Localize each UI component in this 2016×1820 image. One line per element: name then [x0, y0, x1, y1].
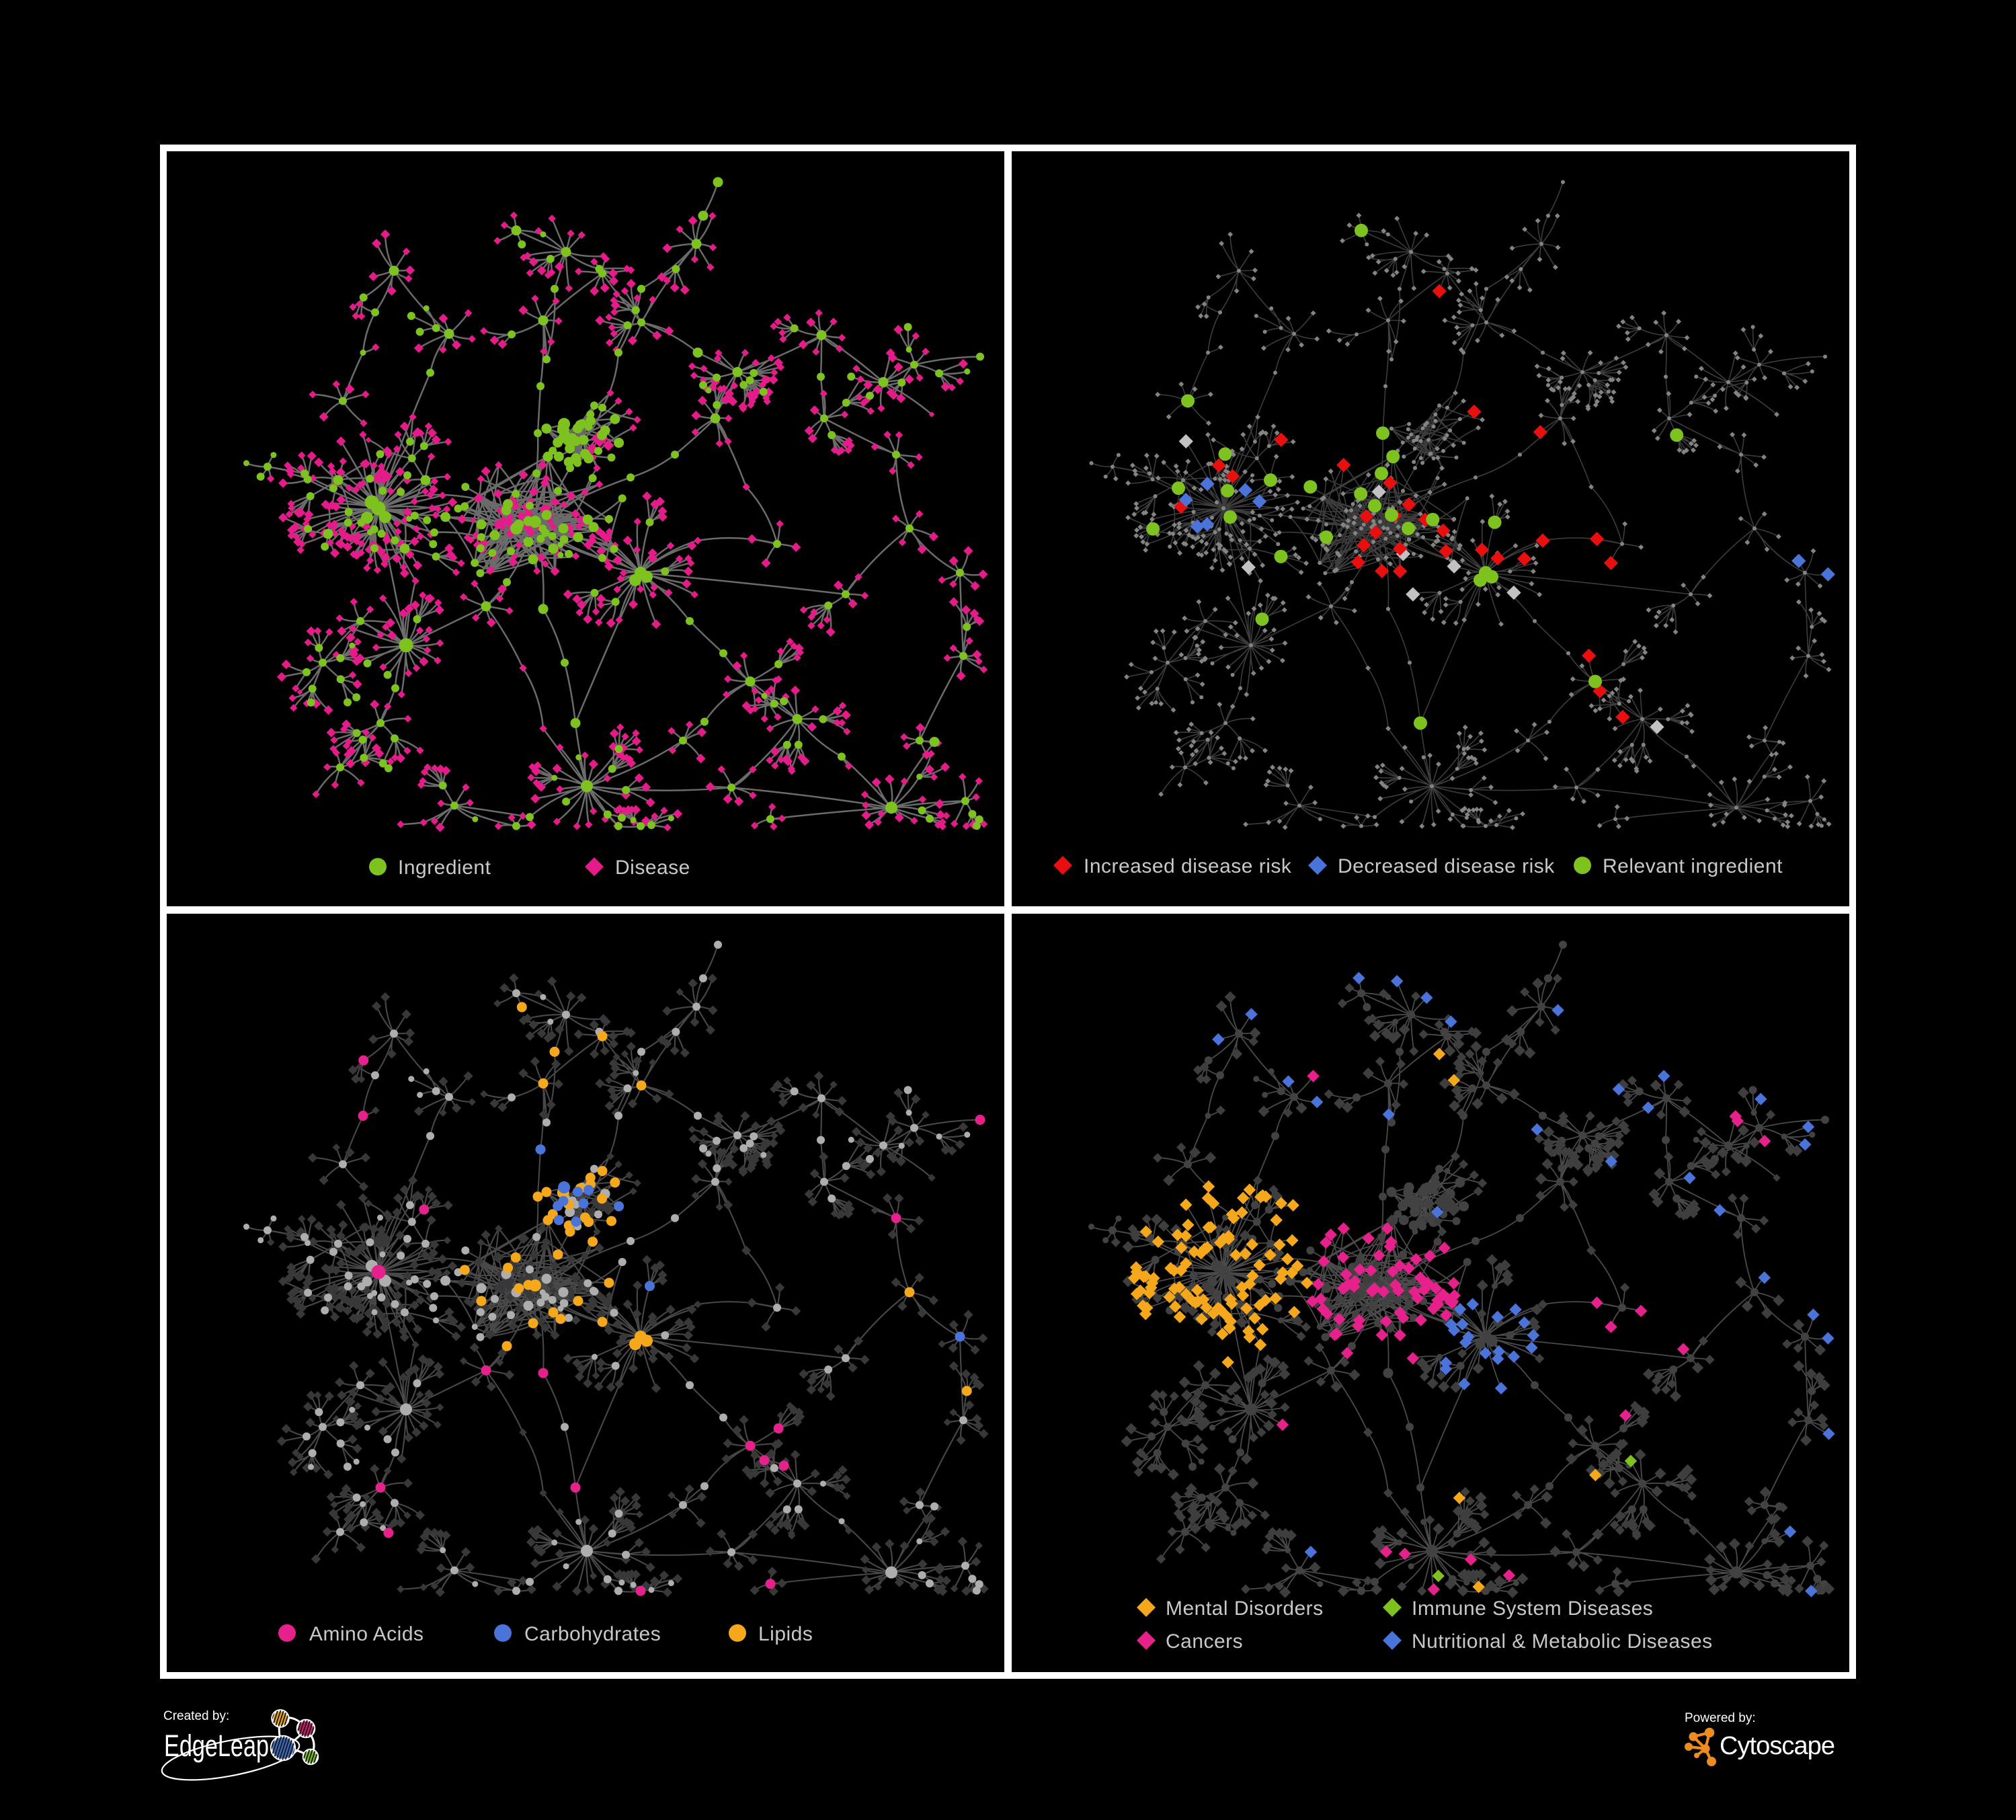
svg-text:Cancers: Cancers	[1166, 1630, 1243, 1653]
svg-text:Relevant ingredient: Relevant ingredient	[1603, 855, 1783, 877]
svg-text:Decreased disease risk: Decreased disease risk	[1338, 855, 1555, 877]
svg-text:Lipids: Lipids	[758, 1623, 813, 1645]
svg-text:Increased disease risk: Increased disease risk	[1084, 855, 1292, 877]
svg-text:Created by:: Created by:	[163, 1709, 229, 1723]
svg-text:Immune System Diseases: Immune System Diseases	[1412, 1597, 1653, 1620]
svg-text:Disease: Disease	[615, 857, 690, 879]
svg-text:Cytoscape: Cytoscape	[1720, 1732, 1835, 1760]
svg-text:Carbohydrates: Carbohydrates	[524, 1623, 661, 1645]
svg-text:Amino Acids: Amino Acids	[309, 1623, 424, 1645]
svg-text:Mental Disorders: Mental Disorders	[1166, 1597, 1324, 1620]
svg-text:Nutritional & Metabolic Diseas: Nutritional & Metabolic Diseases	[1412, 1630, 1713, 1653]
svg-text:Powered by:: Powered by:	[1685, 1711, 1756, 1725]
svg-text:EdgeLeap: EdgeLeap	[164, 1729, 269, 1763]
svg-text:Ingredient: Ingredient	[398, 857, 491, 879]
